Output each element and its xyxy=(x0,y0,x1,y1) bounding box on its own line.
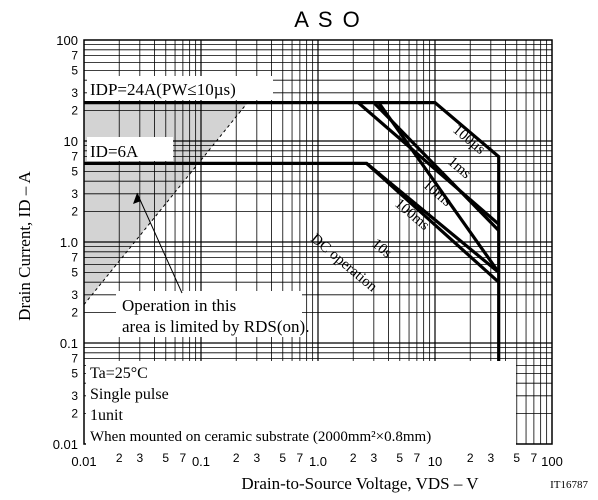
y-tick-minor: 7 xyxy=(71,352,78,366)
y-tick-minor: 2 xyxy=(71,407,78,421)
y-tick-major: 100 xyxy=(56,33,78,48)
y-tick-major: 1.0 xyxy=(60,235,78,250)
rds-limit-line xyxy=(83,102,248,305)
x-tick-major: 1.0 xyxy=(309,454,327,469)
id-label-bg xyxy=(87,137,173,161)
rds-note-line1: Operation in this xyxy=(122,296,236,315)
y-tick-minor: 7 xyxy=(71,150,78,164)
x-tick-minor: 7 xyxy=(531,451,538,465)
condition-single-pulse: Single pulse xyxy=(90,386,169,403)
y-tick-minor: 7 xyxy=(71,49,78,63)
figure-id: IT16787 xyxy=(550,479,588,491)
conditions-bg xyxy=(86,361,516,449)
x-tick-minor: 2 xyxy=(233,451,240,465)
x-tick-minor: 2 xyxy=(467,451,474,465)
rds-note-arrow xyxy=(136,192,183,294)
x-axis-label: Drain-to-Source Voltage, VDS – V xyxy=(241,474,479,493)
y-tick-minor: 3 xyxy=(71,86,78,100)
y-tick-minor: 3 xyxy=(71,187,78,201)
curve-dc-operation xyxy=(365,162,500,284)
y-tick-major: 10 xyxy=(64,134,78,149)
y-tick-major: 0.01 xyxy=(53,437,78,452)
x-tick-minor: 5 xyxy=(279,451,286,465)
rds-note-bg xyxy=(116,291,302,337)
y-tick-minor: 2 xyxy=(71,205,78,219)
condition-ta: Ta=25°C xyxy=(90,365,148,382)
y-tick-minor: 5 xyxy=(71,63,78,77)
y-tick-minor: 3 xyxy=(71,389,78,403)
x-tick-minor: 3 xyxy=(370,451,377,465)
x-tick-major: 0.01 xyxy=(71,454,96,469)
x-tick-major: 0.1 xyxy=(192,454,210,469)
x-tick-minor: 5 xyxy=(396,451,403,465)
y-tick-minor: 2 xyxy=(71,306,78,320)
y-tick-minor: 5 xyxy=(71,265,78,279)
curve-100ms xyxy=(377,101,501,274)
y-tick-minor: 3 xyxy=(71,288,78,302)
idp-label-bg xyxy=(87,76,273,100)
x-tick-minor: 3 xyxy=(487,451,494,465)
x-tick-minor: 3 xyxy=(136,451,143,465)
x-tick-minor: 5 xyxy=(162,451,169,465)
x-tick-major: 100 xyxy=(541,454,563,469)
x-tick-minor: 7 xyxy=(180,451,187,465)
condition-unit: 1unit xyxy=(90,407,123,424)
x-tick-minor: 7 xyxy=(414,451,421,465)
x-tick-minor: 2 xyxy=(116,451,123,465)
rds-note-line2: area is limited by RDS(on). xyxy=(122,317,309,336)
id-label: ID=6A xyxy=(90,142,139,161)
y-tick-minor: 7 xyxy=(71,251,78,265)
chart-title: A S O xyxy=(294,7,361,32)
soa-curves xyxy=(84,100,501,444)
x-tick-minor: 3 xyxy=(253,451,260,465)
y-tick-minor: 5 xyxy=(71,164,78,178)
x-tick-minor: 5 xyxy=(513,451,520,465)
y-tick-major: 0.1 xyxy=(60,336,78,351)
curve-100-s xyxy=(84,100,501,444)
y-tick-minor: 2 xyxy=(71,104,78,118)
x-tick-minor: 7 xyxy=(297,451,304,465)
y-tick-minor: 5 xyxy=(71,366,78,380)
curve-1ms xyxy=(357,101,500,226)
y-axis-label: Drain Current, ID – A xyxy=(15,170,34,320)
condition-substrate: When mounted on ceramic substrate (2000m… xyxy=(90,429,431,445)
x-tick-minor: 2 xyxy=(350,451,357,465)
idp-label: IDP=24A(PW≤10µs) xyxy=(90,80,236,99)
rds-note-arrowhead xyxy=(133,193,141,204)
x-tick-major: 10 xyxy=(428,454,442,469)
